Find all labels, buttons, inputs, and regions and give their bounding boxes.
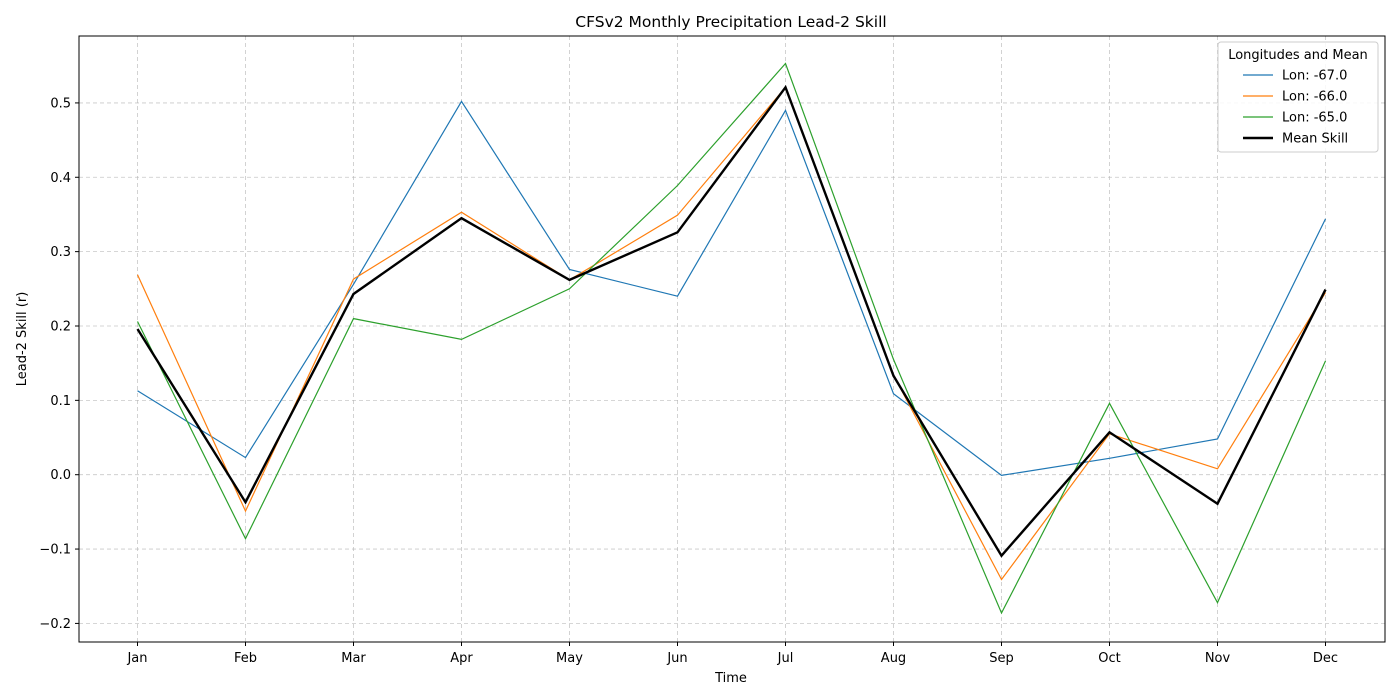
x-tick-label: Aug — [881, 651, 906, 666]
y-tick-label: 0.0 — [50, 468, 71, 483]
series-line — [136, 62, 1327, 615]
legend-box — [1217, 41, 1379, 153]
chart-title: CFSv2 Monthly Precipitation Lead-2 Skill — [575, 13, 886, 31]
x-tick-label: Feb — [234, 651, 257, 666]
legend-entry-label: Lon: -65.0 — [1282, 111, 1347, 126]
legend-entry-label: Lon: -67.0 — [1282, 69, 1347, 84]
y-axis-ticks: −0.2 −0.1 0.0 0.1 0.2 0.3 0.4 0.5 — [39, 96, 79, 632]
series-lines — [136, 62, 1327, 615]
y-tick-label: 0.2 — [50, 319, 71, 334]
x-tick-label: Mar — [341, 651, 366, 666]
plot-frame — [78, 35, 1386, 643]
x-tick-label: Jan — [126, 651, 147, 666]
y-tick-label: −0.1 — [39, 543, 71, 558]
series-line — [137, 100, 1327, 477]
x-axis-label: Time — [714, 671, 747, 686]
legend-entry-label: Lon: -66.0 — [1282, 90, 1347, 105]
x-axis-ticks: Jan Feb Mar Apr May Jun Jul Aug Sep Oct Nov Dec — [126, 642, 1338, 666]
x-tick-label: Jul — [777, 651, 794, 666]
series-line — [136, 84, 1327, 558]
legend-title: Longitudes and Mean — [1228, 48, 1368, 63]
x-tick-label: Jun — [666, 651, 687, 666]
x-tick-label: Apr — [450, 651, 473, 666]
y-tick-label: 0.3 — [50, 245, 71, 260]
y-tick-label: 0.1 — [50, 394, 71, 409]
y-tick-label: 0.4 — [50, 171, 71, 186]
x-tick-label: Nov — [1205, 651, 1231, 666]
x-tick-label: May — [556, 651, 583, 666]
legend: Longitudes and Mean Lon: -67.0 Lon: -66.0… — [1217, 41, 1379, 153]
series-line — [136, 86, 1327, 581]
legend-entry-label: Mean Skill — [1282, 132, 1348, 147]
y-tick-label: −0.2 — [39, 617, 71, 632]
x-tick-label: Sep — [989, 651, 1014, 666]
y-tick-label: 0.5 — [50, 96, 71, 111]
x-tick-label: Dec — [1313, 651, 1338, 666]
x-tick-label: Oct — [1098, 651, 1120, 666]
y-axis-label: Lead-2 Skill (r) — [15, 292, 30, 387]
